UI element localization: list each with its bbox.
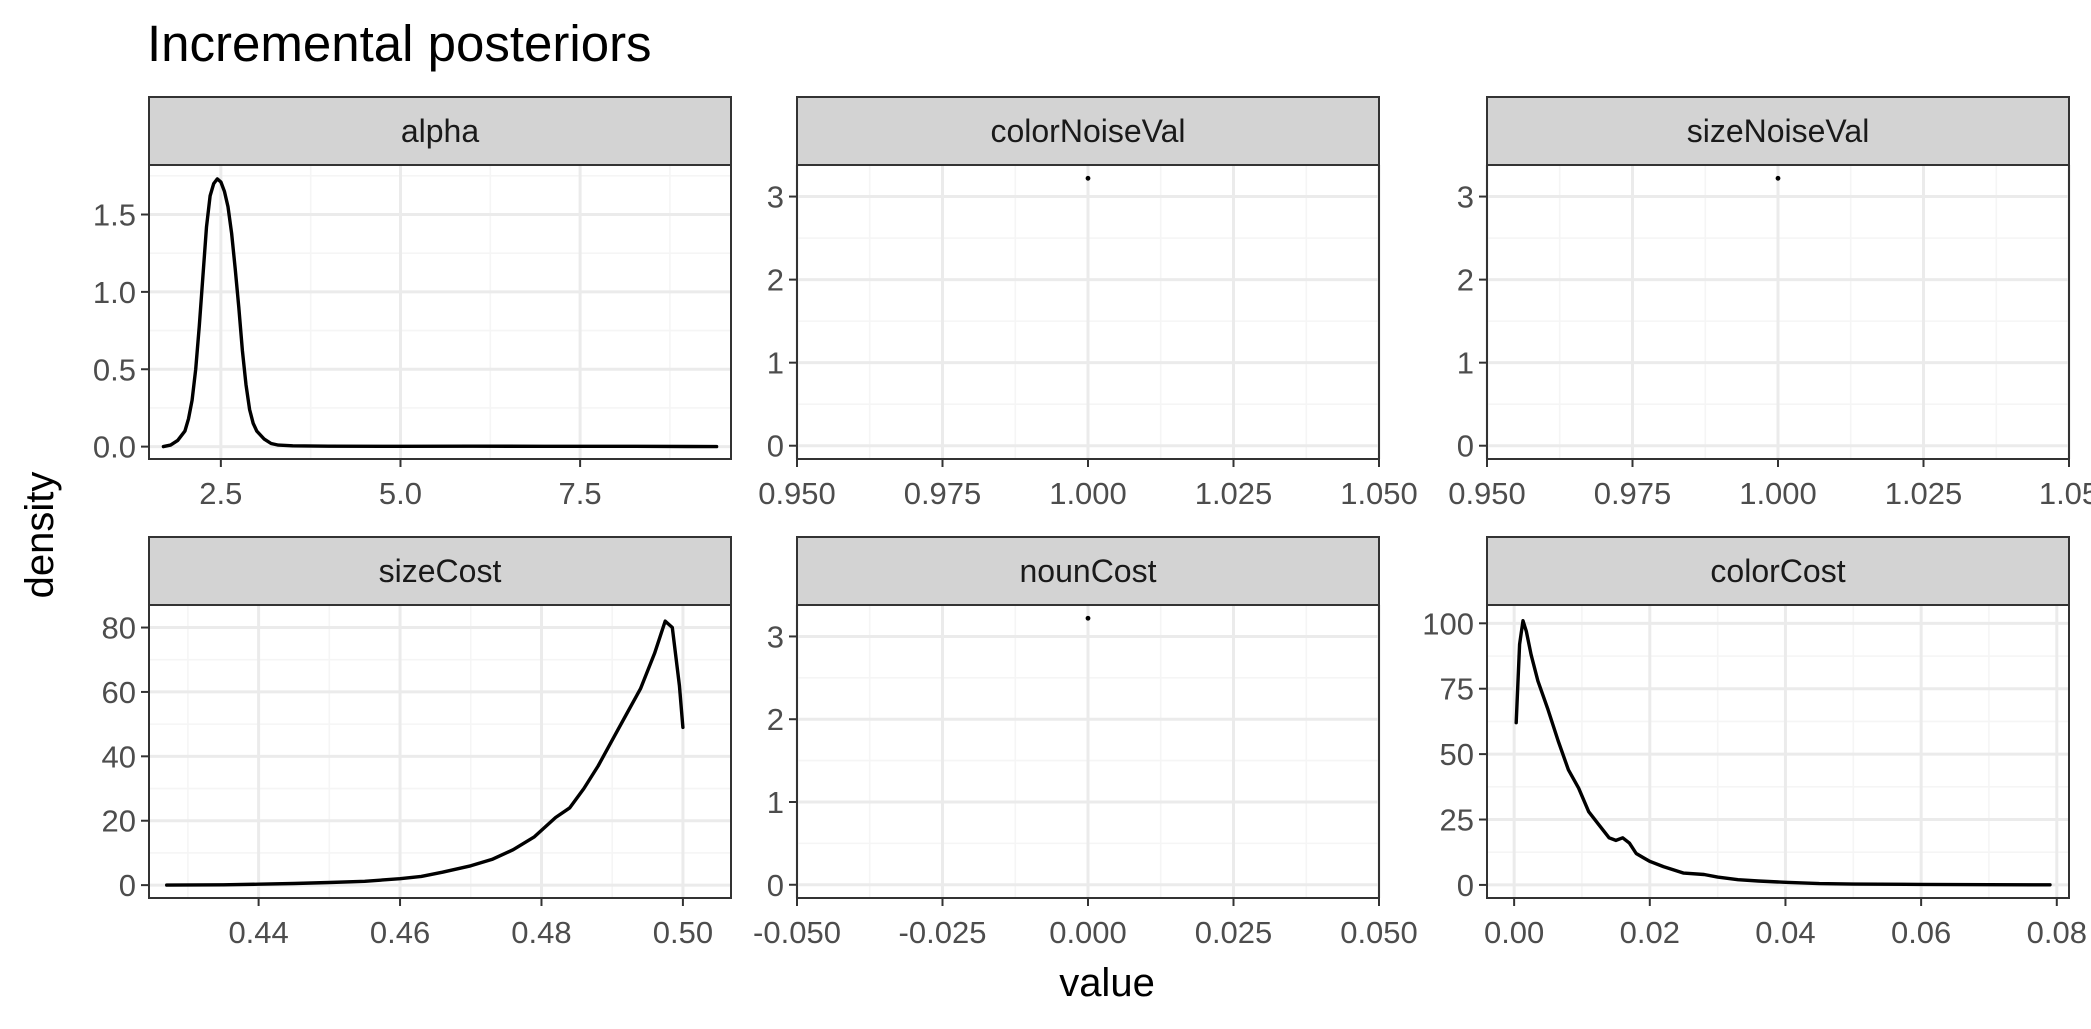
facet-grid: alpha 2.5 5.0 7.5 0.0 0.5 1.0 1.5 colorNoiseVal 0… [93,96,2091,950]
y-tick-label: 0 [767,868,784,903]
y-tick-label: 0 [1457,868,1474,903]
x-tick-label: 0.000 [1049,915,1127,950]
strip-label-size-cost: sizeCost [379,553,502,589]
x-tick-label: 0.950 [758,476,836,511]
y-tick-label: 2 [767,263,784,298]
x-tick-label: 5.0 [379,476,422,511]
y-tick-label: 0.0 [93,430,136,465]
x-tick-label: 0.00 [1484,915,1544,950]
density-point-noun-cost [1085,615,1091,621]
y-tick-label: 1 [767,346,784,381]
x-tick-label: -0.050 [753,915,841,950]
chart-title: Incremental posteriors [147,15,652,72]
y-tick-label: 1.5 [93,198,136,233]
y-tick-label: 25 [1440,803,1474,838]
density-point-size-noise-val [1775,175,1781,181]
x-tick-label: 0.06 [1891,915,1951,950]
x-tick-label: 1.050 [1340,476,1418,511]
y-tick-label: 0 [119,868,136,903]
strip-label-color-cost: colorCost [1710,553,1845,589]
density-line-color-cost [1514,619,2052,887]
strip-background [796,96,1380,166]
x-axis-label: value [1059,961,1155,1005]
strip-label-size-noise-val: sizeNoiseVal [1687,113,1870,149]
density-line-alpha [161,177,719,449]
y-tick-label: 100 [1422,606,1474,641]
panel-background [149,605,731,898]
x-tick-label: 0.04 [1755,915,1815,950]
panel-background [149,165,731,459]
strip-label-color-noise-val: colorNoiseVal [990,113,1185,149]
y-axis-label: density [18,472,62,599]
facet-size-noise-val: sizeNoiseVal 0.950 0.975 1.000 1.025 1.05 0 1 2 3 [1448,96,2091,511]
x-tick-label: 0.46 [370,915,430,950]
x-tick-label: 1.000 [1739,476,1817,511]
density-line-size-cost [165,619,685,887]
y-tick-label: 1.0 [93,275,136,310]
x-tick-label: 0.950 [1448,476,1526,511]
y-tick-label: 2 [1457,263,1474,298]
x-tick-label: 1.05 [2039,476,2091,511]
facet-color-noise-val: colorNoiseVal 0.950 0.975 1.000 1.025 1.050 0 1… [758,96,1418,511]
x-tick-label: 0.025 [1195,915,1273,950]
y-tick-label: 3 [767,180,784,215]
facet-alpha: alpha 2.5 5.0 7.5 0.0 0.5 1.0 1.5 [93,96,732,511]
strip-label-noun-cost: nounCost [1020,553,1157,589]
strip-background [148,536,732,606]
x-tick-label: 1.025 [1885,476,1963,511]
y-tick-label: 2 [767,702,784,737]
x-tick-label: 0.050 [1340,915,1418,950]
x-tick-label: -0.025 [899,915,987,950]
x-tick-label: 2.5 [199,476,242,511]
y-tick-label: 0 [1457,429,1474,464]
y-tick-label: 1 [1457,346,1474,381]
x-tick-label: 1.000 [1049,476,1127,511]
x-tick-label: 1.025 [1195,476,1273,511]
density-point-color-noise-val [1085,175,1091,181]
x-tick-label: 0.975 [1594,476,1672,511]
y-tick-label: 3 [767,619,784,654]
y-tick-label: 40 [102,739,136,774]
y-tick-label: 1 [767,785,784,820]
x-tick-label: 7.5 [559,476,602,511]
facet-size-cost: sizeCost 0.44 0.46 0.48 0.50 0 20 40 60 80 [102,536,732,950]
panel-background [1487,605,2069,898]
y-tick-label: 20 [102,804,136,839]
y-tick-label: 75 [1440,672,1474,707]
y-tick-label: 60 [102,675,136,710]
strip-background [148,96,732,166]
strip-background [1486,96,2070,166]
facet-noun-cost: nounCost -0.050 -0.025 0.000 0.025 0.050 0 1 2 3 [753,536,1418,950]
y-tick-label: 3 [1457,180,1474,215]
x-tick-label: 0.08 [2027,915,2087,950]
strip-background [1486,536,2070,606]
strip-background [796,536,1380,606]
x-tick-label: 0.44 [228,915,288,950]
y-tick-label: 80 [102,611,136,646]
y-tick-label: 0 [767,429,784,464]
x-tick-label: 0.975 [904,476,982,511]
y-tick-label: 50 [1440,737,1474,772]
y-tick-label: 0.5 [93,352,136,387]
x-tick-label: 0.02 [1620,915,1680,950]
facet-color-cost: colorCost 0.00 0.02 0.04 0.06 0.08 0 25 50 75 100 [1422,536,2087,950]
x-tick-label: 0.48 [511,915,571,950]
x-tick-label: 0.50 [653,915,713,950]
strip-label-alpha: alpha [401,113,480,149]
